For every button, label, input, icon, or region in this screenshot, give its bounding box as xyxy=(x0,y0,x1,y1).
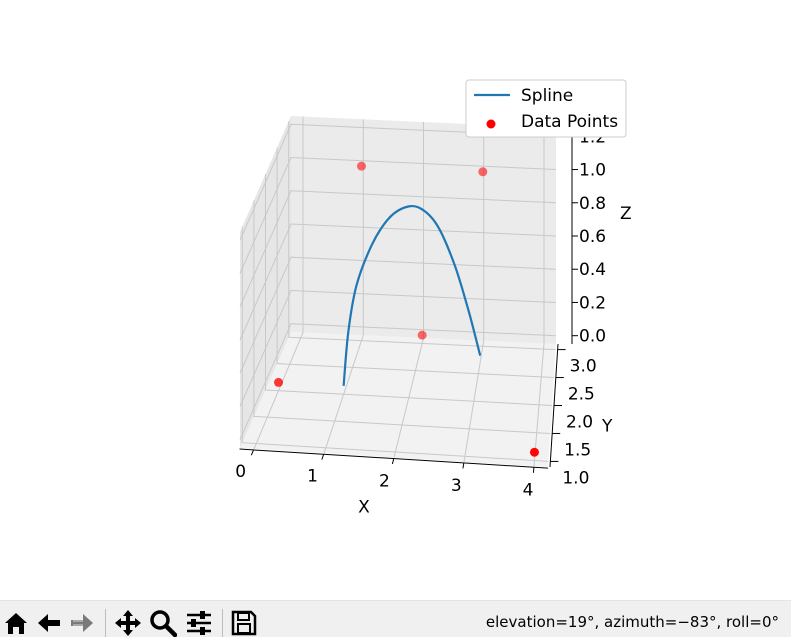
data-point-marker xyxy=(417,330,427,340)
pan-button[interactable] xyxy=(114,609,142,637)
configure-subplots-button[interactable] xyxy=(185,609,213,637)
y-gridline xyxy=(265,174,553,406)
z-gridline xyxy=(239,190,557,308)
x-gridline xyxy=(253,116,304,450)
forward-button[interactable] xyxy=(68,609,96,637)
configure-icon xyxy=(187,611,211,635)
y-tick-label: 3.0 xyxy=(570,357,597,377)
z-tick-label: 0.2 xyxy=(579,293,606,313)
z-tick-label: 0.0 xyxy=(579,327,606,347)
x-tick-label: 1 xyxy=(307,467,318,487)
y-tick-label: 2.5 xyxy=(568,385,595,405)
y-axis-label: Y xyxy=(601,417,613,437)
x-tick-label: 2 xyxy=(379,471,390,491)
status-readout: elevation=19°, azimuth=−83°, roll=0° xyxy=(485,613,779,631)
figure-canvas[interactable]: 012341.01.52.02.53.00.00.20.40.60.81.01.… xyxy=(0,0,791,600)
x-tick-mark xyxy=(391,458,395,465)
save-icon xyxy=(231,610,257,636)
y-gridline xyxy=(288,121,556,351)
x-tick-label: 4 xyxy=(523,481,534,501)
x-axis-label: X xyxy=(358,497,370,517)
data-point-marker xyxy=(274,377,284,387)
data-point-marker xyxy=(478,167,488,177)
home-icon xyxy=(5,613,27,634)
z-tick-label: 1.0 xyxy=(579,161,606,181)
y-gridline xyxy=(276,147,554,378)
y-tick-label: 2.0 xyxy=(566,413,593,433)
legend-label: Spline xyxy=(521,86,573,106)
pan-icon xyxy=(115,610,141,636)
data-point-marker xyxy=(356,161,366,171)
save-button[interactable] xyxy=(230,609,258,637)
y-tick-label: 1.5 xyxy=(564,440,591,460)
floor-pane xyxy=(240,332,556,467)
home-button[interactable] xyxy=(2,609,30,637)
zoom-icon xyxy=(150,610,177,637)
data-point-marker xyxy=(529,447,539,457)
toolbar-separator xyxy=(222,609,223,637)
legend-label: Data Points xyxy=(521,112,618,132)
back-button[interactable] xyxy=(35,609,63,637)
toolbar-separator xyxy=(105,609,106,637)
x-tick-mark xyxy=(250,449,255,456)
y-gridline xyxy=(253,200,551,434)
y-tick-label: 1.0 xyxy=(562,468,589,488)
x-gridline xyxy=(533,127,545,467)
y-gridline xyxy=(241,226,549,462)
z-gridline xyxy=(239,223,557,341)
x-tick-mark xyxy=(462,462,465,469)
x-gridline xyxy=(463,124,485,462)
z-gridline xyxy=(239,323,557,440)
z-gridline xyxy=(239,156,557,274)
x-tick-label: 0 xyxy=(235,462,246,482)
z-tick-label: 0.6 xyxy=(579,227,606,247)
spline-line xyxy=(342,204,482,386)
back-icon xyxy=(38,614,60,632)
z-gridline xyxy=(239,256,557,374)
forward-icon xyxy=(71,614,93,632)
x-gridline xyxy=(323,119,364,454)
z-axis-label: Z xyxy=(620,204,632,224)
legend-marker-swatch xyxy=(486,119,496,129)
x-tick-mark xyxy=(321,454,325,460)
zoom-button[interactable] xyxy=(149,609,177,637)
z-tick-label: 0.8 xyxy=(579,194,606,214)
x-tick-label: 3 xyxy=(451,476,462,496)
navigation-toolbar: elevation=19°, azimuth=−83°, roll=0° xyxy=(0,600,791,637)
z-gridline xyxy=(239,289,557,407)
plot-3d[interactable]: 012341.01.52.02.53.00.00.20.40.60.81.01.… xyxy=(0,0,791,600)
z-tick-label: 0.4 xyxy=(579,260,606,280)
